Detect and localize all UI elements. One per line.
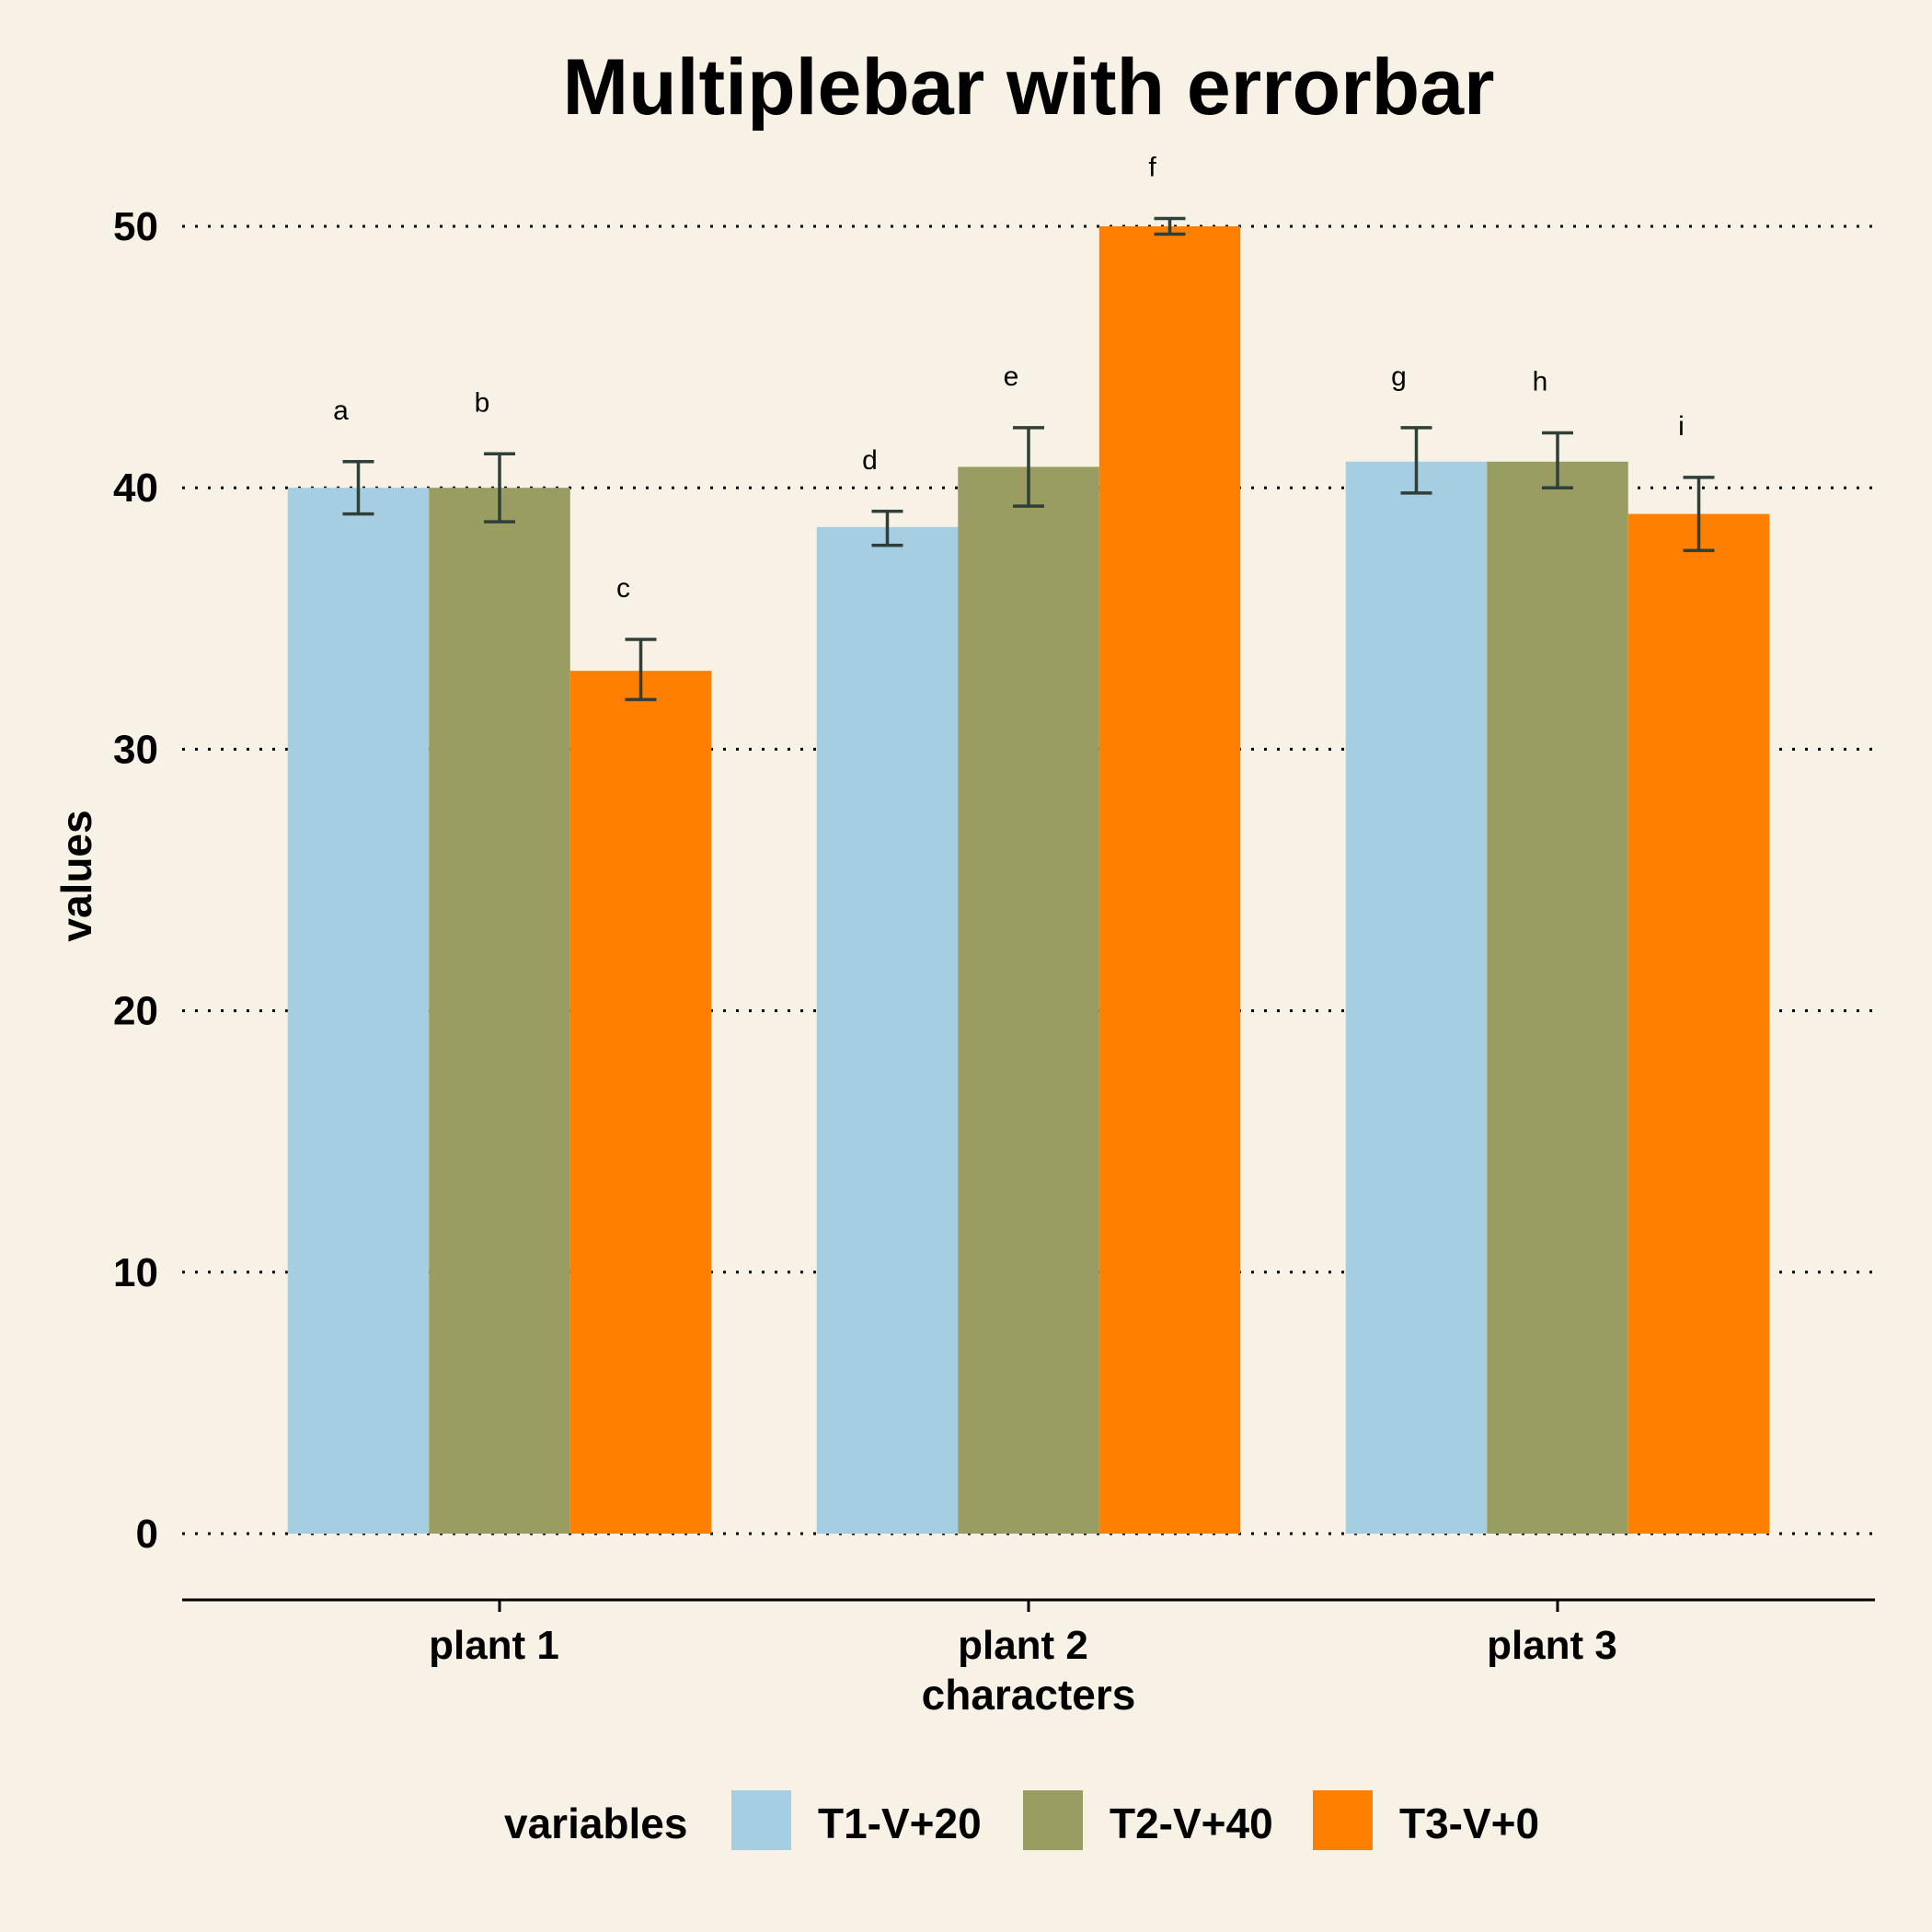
error-bar [1400,426,1432,495]
error-bar [1683,476,1715,553]
error-bar [625,638,657,702]
y-axis-title: values [52,810,100,941]
bar-letter-label: h [1533,367,1548,397]
error-bar [1542,431,1573,489]
y-axis-ticks: 0 10 20 30 40 50 [113,204,158,1557]
legend-label: T3-V+0 [1399,1800,1539,1847]
x-axis-title: characters [922,1671,1136,1719]
legend-title: variables [504,1800,687,1847]
bar-letter-label: a [333,396,349,426]
error-bar [871,510,903,547]
bar [1627,513,1770,1534]
x-tick-label: plant 1 [429,1623,559,1668]
bar-letter-label: g [1391,362,1407,392]
y-tick-label: 10 [113,1250,158,1295]
error-bar [1013,426,1044,508]
bar-letter-label: e [1004,362,1019,392]
bar [1487,461,1628,1534]
error-bar [1154,216,1186,236]
x-tick-label: plant 3 [1487,1623,1617,1668]
bar [816,526,959,1534]
x-tick-label: plant 2 [958,1623,1088,1668]
y-tick-label: 50 [113,204,158,249]
y-tick-label: 30 [113,727,158,772]
bar-letter-labels: a d g b e h c f i [333,152,1685,604]
bar [287,488,430,1535]
bar [1098,226,1241,1534]
bar-letter-label: i [1678,411,1685,442]
error-bars [342,216,1715,702]
error-bar [484,452,515,523]
bars [287,226,1770,1535]
bar [958,466,1099,1534]
legend-label: T2-V+40 [1110,1800,1273,1847]
bar [1345,461,1488,1534]
bar-letter-label: b [475,387,490,418]
legend-swatch [731,1790,791,1850]
legend-swatch [1313,1790,1373,1850]
y-tick-label: 20 [113,989,158,1034]
bar-letter-label: d [862,445,878,476]
y-tick-label: 0 [136,1512,158,1557]
legend-label: T1-V+20 [818,1800,982,1847]
error-bar [342,460,374,516]
legend-swatch [1023,1790,1083,1850]
bar [429,488,570,1535]
bar [569,671,712,1534]
y-tick-label: 40 [113,466,158,511]
legend: variables T1-V+20 T2-V+40 T3-V+0 [504,1790,1539,1850]
bar-letter-label: c [616,573,630,604]
chart-title: Multiplebar with errorbar [562,43,1494,132]
bar-letter-label: f [1148,152,1156,182]
x-axis-ticks: plant 1 plant 2 plant 3 [429,1600,1617,1668]
